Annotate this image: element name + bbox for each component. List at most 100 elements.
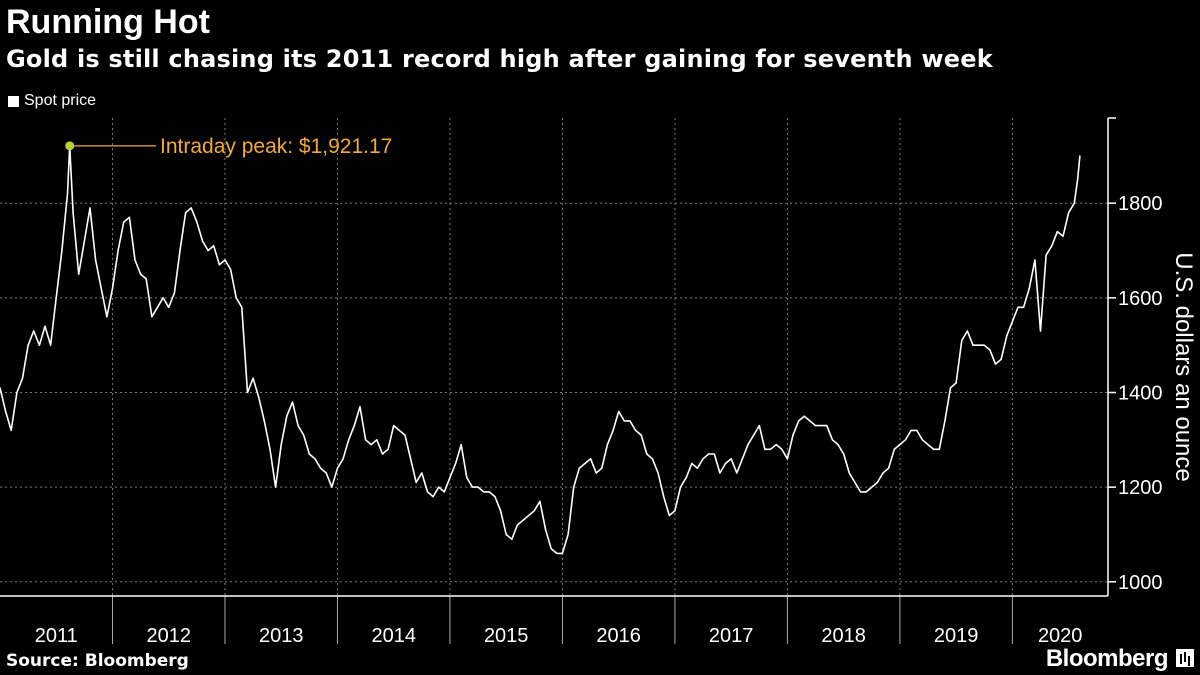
- data-point: [978, 344, 980, 346]
- data-point: [393, 425, 395, 427]
- data-point: [263, 420, 265, 422]
- data-point: [904, 439, 907, 441]
- x-tick-label: 2020: [1038, 625, 1083, 647]
- x-tick-label: 2012: [146, 625, 191, 647]
- data-point: [0, 387, 1, 389]
- data-point: [516, 524, 519, 526]
- data-point: [1045, 254, 1047, 256]
- data-point: [381, 453, 384, 455]
- data-point: [713, 453, 715, 455]
- data-point: [528, 514, 530, 517]
- data-point: [145, 278, 147, 280]
- data-point: [229, 268, 232, 271]
- data-point: [916, 429, 918, 431]
- data-point: [1011, 320, 1013, 323]
- data-point: [893, 448, 895, 450]
- peak-marker: [65, 141, 75, 151]
- legend: Spot price: [8, 92, 96, 110]
- data-point: [38, 344, 40, 346]
- data-point: [348, 439, 350, 441]
- data-point: [460, 443, 462, 446]
- data-point: [1017, 306, 1019, 308]
- data-point: [674, 510, 676, 512]
- data-point: [618, 410, 620, 413]
- data-point: [1073, 202, 1075, 204]
- data-point: [201, 240, 204, 242]
- data-point: [972, 344, 974, 346]
- data-point: [359, 406, 361, 408]
- data-point: [961, 339, 963, 342]
- data-point: [117, 249, 119, 252]
- annotation-label: Intraday peak: $1,921.17: [160, 135, 392, 158]
- chart-subtitle: Gold is still chasing its 2011 record hi…: [6, 45, 993, 73]
- data-point: [691, 462, 693, 465]
- bloomberg-logo-icon: [1176, 649, 1194, 667]
- data-point: [387, 448, 389, 450]
- data-point: [162, 297, 164, 299]
- source-note: Source: Bloomberg: [6, 651, 189, 671]
- data-point: [584, 462, 586, 465]
- data-point: [106, 316, 108, 318]
- x-tick-label: 2016: [596, 625, 641, 647]
- data-point: [629, 420, 631, 422]
- legend-label: Spot price: [24, 92, 97, 109]
- data-point: [50, 344, 52, 346]
- data-point: [668, 514, 670, 517]
- data-point: [5, 410, 7, 413]
- data-point: [741, 458, 744, 460]
- data-point: [297, 425, 299, 427]
- data-point: [190, 207, 192, 209]
- data-point: [702, 458, 704, 460]
- data-point: [213, 245, 215, 247]
- data-point: [78, 273, 80, 275]
- data-point: [1056, 230, 1058, 233]
- data-point: [747, 443, 749, 446]
- data-point: [730, 458, 732, 460]
- data-point: [308, 453, 310, 455]
- x-tick-label: 2017: [709, 625, 754, 647]
- data-point: [55, 297, 57, 299]
- data-point: [95, 259, 97, 261]
- data-point: [1079, 155, 1081, 157]
- data-point: [544, 529, 547, 531]
- x-tick-label: 2018: [821, 625, 866, 647]
- data-point: [303, 434, 305, 436]
- data-point: [398, 429, 400, 431]
- data-point: [83, 240, 85, 242]
- data-point: [111, 287, 114, 289]
- data-point: [1051, 245, 1053, 247]
- data-point: [927, 443, 929, 446]
- x-tick-label: 2014: [371, 625, 416, 647]
- data-point: [128, 216, 130, 218]
- data-point: [792, 434, 794, 436]
- data-point: [443, 491, 445, 493]
- data-point: [871, 486, 873, 488]
- data-point: [44, 325, 46, 327]
- data-point: [1039, 330, 1042, 332]
- data-point: [910, 429, 912, 431]
- data-point: [634, 429, 637, 431]
- x-tick-label: 2011: [35, 625, 78, 647]
- data-point: [1062, 235, 1064, 237]
- data-point: [370, 443, 372, 446]
- data-point: [775, 443, 777, 446]
- y-tick-label: 1800: [1118, 193, 1163, 215]
- data-point: [471, 486, 474, 488]
- data-point: [27, 344, 29, 346]
- data-point: [865, 491, 867, 493]
- data-point: [466, 477, 468, 479]
- data-point: [179, 249, 181, 252]
- data-point: [156, 306, 159, 308]
- data-point: [854, 481, 856, 484]
- data-point: [888, 467, 890, 469]
- data-point: [432, 496, 434, 498]
- data-point: [252, 377, 254, 379]
- data-point: [477, 486, 479, 488]
- data-point: [483, 491, 485, 493]
- data-point: [196, 221, 198, 223]
- data-point: [781, 448, 783, 450]
- data-point: [640, 434, 642, 436]
- data-point: [837, 443, 839, 446]
- data-point: [61, 249, 63, 252]
